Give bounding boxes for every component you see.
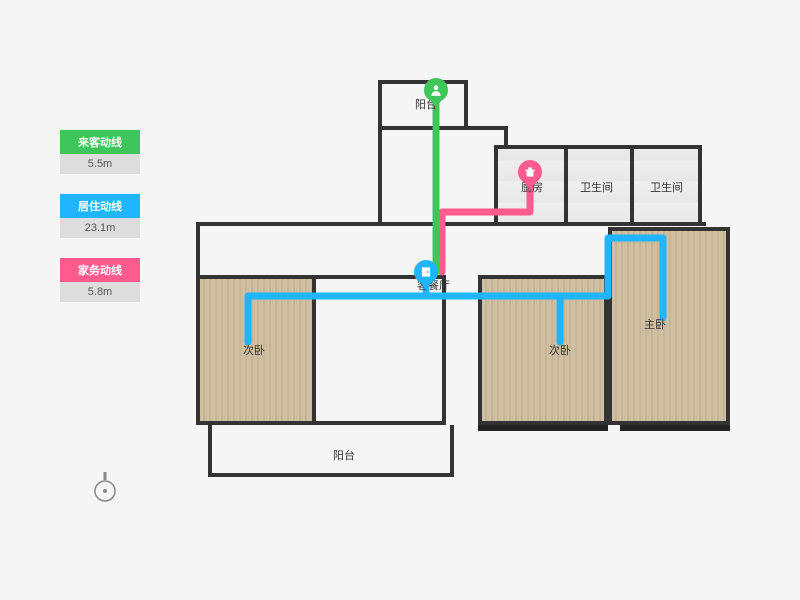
- label-bath2: 卫生间: [650, 179, 683, 195]
- label-bed-mid: 次卧: [549, 342, 571, 358]
- legend-label: 居住动线: [60, 194, 140, 218]
- marker-chores: [518, 160, 542, 184]
- marker-living: [414, 260, 438, 284]
- room-entry: [378, 126, 508, 226]
- legend-value: 23.1m: [60, 218, 140, 238]
- wall-ledge: [478, 425, 608, 431]
- legend-label: 家务动线: [60, 258, 140, 282]
- label-balcony-bot: 阳台: [333, 447, 355, 463]
- legend-item-guest: 来客动线 5.5m: [60, 130, 140, 174]
- label-bath1: 卫生间: [580, 179, 613, 195]
- legend-value: 5.8m: [60, 282, 140, 302]
- legend-item-living: 居住动线 23.1m: [60, 194, 140, 238]
- legend-value: 5.5m: [60, 154, 140, 174]
- compass-icon: [90, 470, 120, 511]
- room-bed-mid: [478, 275, 608, 425]
- label-bed-master: 主卧: [644, 316, 666, 332]
- legend: 来客动线 5.5m 居住动线 23.1m 家务动线 5.8m: [60, 130, 140, 322]
- room-bed-master: [608, 227, 730, 425]
- room-center: [316, 275, 446, 425]
- legend-item-chores: 家务动线 5.8m: [60, 258, 140, 302]
- marker-guest: [424, 78, 448, 102]
- label-bed-left: 次卧: [243, 342, 265, 358]
- legend-label: 来客动线: [60, 130, 140, 154]
- wall-ledge: [620, 425, 730, 431]
- room-balcony-bot: [208, 425, 454, 477]
